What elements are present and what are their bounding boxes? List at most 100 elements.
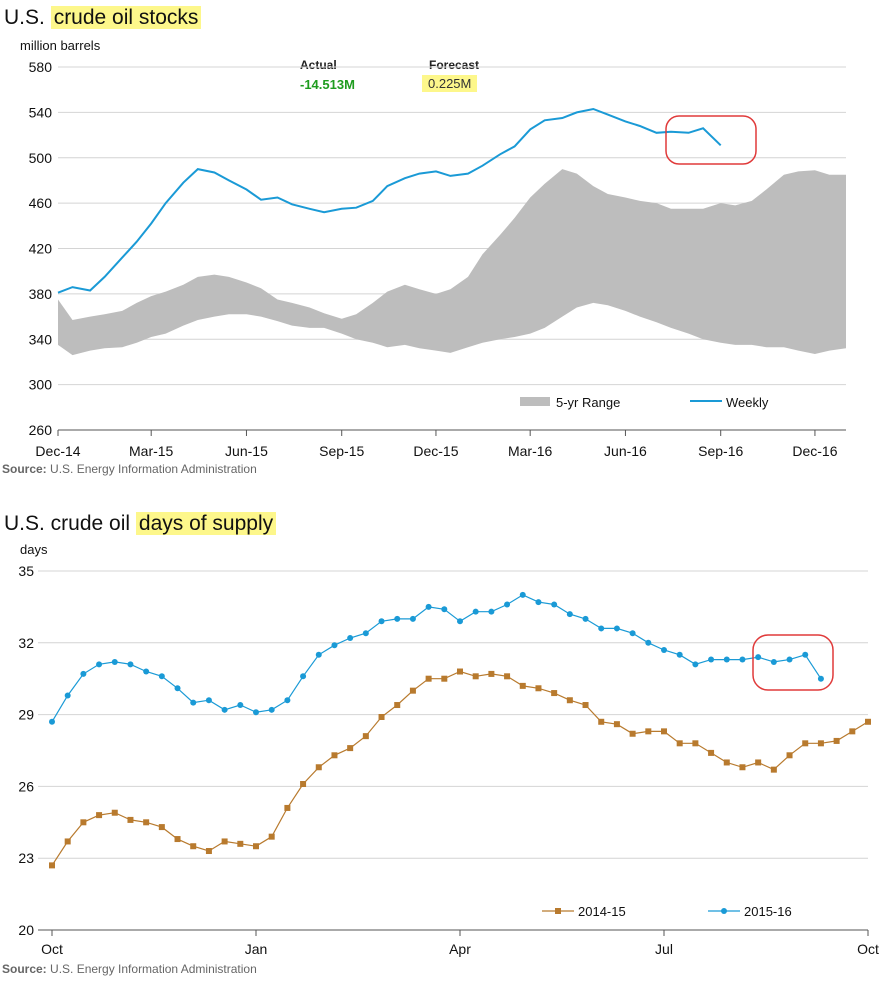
days-point-2014-15 xyxy=(284,804,291,811)
days-point-2015-16 xyxy=(817,675,824,682)
days-point-2014-15 xyxy=(770,766,777,773)
days-point-2015-16 xyxy=(676,651,683,658)
days-y-tick-label: 23 xyxy=(18,850,34,866)
days-chart-title: U.S. crude oil days of supply xyxy=(4,512,277,536)
stocks-x-tick-label: Sep-15 xyxy=(319,443,364,459)
days-point-2015-16 xyxy=(755,654,762,661)
stocks-x-tick-label: Jun-16 xyxy=(604,443,647,459)
stocks-y-tick-label: 540 xyxy=(29,104,53,120)
stocks-x-tick-label: Mar-15 xyxy=(129,443,174,459)
days-point-2015-16 xyxy=(378,618,385,625)
stocks-y-axis-unit: million barrels xyxy=(20,38,101,53)
days-source-text: U.S. Energy Information Administration xyxy=(46,962,257,976)
days-point-2014-15 xyxy=(708,749,715,756)
stocks-x-tick-label: Dec-16 xyxy=(792,443,837,459)
days-point-2014-15 xyxy=(692,740,699,747)
days-point-2014-15 xyxy=(582,702,589,709)
days-point-2015-16 xyxy=(739,656,746,663)
days-point-2014-15 xyxy=(645,728,652,735)
days-y-tick-label: 35 xyxy=(18,563,34,579)
days-y-tick-label: 26 xyxy=(18,778,34,794)
days-x-tick-label: Oct xyxy=(857,941,879,957)
stocks-chart-panel: U.S. crude oil stocks million barrels Ac… xyxy=(0,0,890,490)
stocks-source-note: Source: U.S. Energy Information Administ… xyxy=(2,462,257,476)
stocks-y-tick-label: 260 xyxy=(29,422,53,438)
days-point-2015-16 xyxy=(80,670,87,677)
stocks-title-prefix: U.S. xyxy=(4,6,51,29)
days-x-tick-label: Oct xyxy=(41,941,63,957)
days-point-2014-15 xyxy=(551,690,558,697)
days-point-2014-15 xyxy=(49,862,55,869)
days-point-2015-16 xyxy=(802,651,809,658)
days-point-2014-15 xyxy=(378,713,385,720)
legend-2015-label: 2015-16 xyxy=(744,904,792,919)
stocks-title-highlight: crude oil stocks xyxy=(50,6,202,29)
days-point-2014-15 xyxy=(676,740,683,747)
days-point-2015-16 xyxy=(300,673,307,680)
stocks-source-text: U.S. Energy Information Administration xyxy=(46,462,257,476)
stocks-x-tick-label: Dec-14 xyxy=(35,443,80,459)
days-y-tick-label: 29 xyxy=(18,707,34,723)
days-point-2014-15 xyxy=(833,737,840,744)
days-point-2015-16 xyxy=(284,697,291,704)
legend-range-swatch xyxy=(520,397,550,406)
days-title-highlight: days of supply xyxy=(135,512,277,535)
days-y-tick-label: 20 xyxy=(18,922,34,938)
stocks-y-tick-label: 580 xyxy=(29,59,53,75)
days-point-2014-15 xyxy=(613,721,620,728)
stocks-y-tick-label: 500 xyxy=(29,150,53,166)
stocks-y-tick-label: 300 xyxy=(29,377,53,393)
days-point-2015-16 xyxy=(409,615,416,622)
days-point-2014-15 xyxy=(174,836,181,843)
kpi-actual-label: Actual xyxy=(300,58,337,72)
days-point-2015-16 xyxy=(174,685,181,692)
legend-2015-swatch-marker xyxy=(721,908,727,914)
days-point-2015-16 xyxy=(158,673,165,680)
days-point-2014-15 xyxy=(362,733,369,740)
stocks-y-tick-label: 380 xyxy=(29,286,53,302)
days-point-2014-15 xyxy=(817,740,824,747)
days-point-2014-15 xyxy=(598,718,605,725)
weekly-stocks-line xyxy=(57,107,722,294)
kpi-forecast-label: Forecast xyxy=(429,58,480,72)
days-point-2014-15 xyxy=(425,675,432,682)
days-point-2015-16 xyxy=(64,692,71,699)
days-point-2015-16 xyxy=(472,608,479,615)
days-x-tick-label: Apr xyxy=(449,941,471,957)
days-point-2014-15 xyxy=(629,730,636,737)
days-point-2014-15 xyxy=(221,838,228,845)
days-point-2014-15 xyxy=(253,843,259,850)
days-point-2014-15 xyxy=(786,752,793,759)
days-point-2014-15 xyxy=(96,812,103,819)
days-point-2014-15 xyxy=(409,687,416,694)
days-point-2015-16 xyxy=(582,615,589,622)
days-source-note: Source: U.S. Energy Information Administ… xyxy=(2,962,257,976)
legend-weekly-label: Weekly xyxy=(726,395,769,410)
days-point-2014-15 xyxy=(64,838,71,845)
days-point-2014-15 xyxy=(315,764,322,771)
stocks-x-tick-label: Dec-15 xyxy=(413,443,458,459)
days-point-2015-16 xyxy=(111,658,118,665)
legend-range-label: 5-yr Range xyxy=(556,395,620,410)
stocks-x-tick-label: Mar-16 xyxy=(508,443,553,459)
days-point-2014-15 xyxy=(488,670,495,677)
days-point-2014-15 xyxy=(472,673,479,680)
days-source-label: Source: xyxy=(2,962,47,976)
days-point-2014-15 xyxy=(739,764,746,771)
days-point-2015-16 xyxy=(96,661,103,668)
days-point-2014-15 xyxy=(535,685,542,692)
days-point-2015-16 xyxy=(49,718,55,725)
days-point-2014-15 xyxy=(205,848,212,855)
days-y-axis-unit: days xyxy=(20,542,48,557)
days-point-2014-15 xyxy=(300,781,307,788)
stocks-chart-svg: 260 300 340 380 420 460 500 540 580 Dec-14 Mar-15 J… xyxy=(29,59,846,459)
stocks-highlight-circle xyxy=(665,115,757,165)
days-point-2015-16 xyxy=(143,668,150,675)
days-point-2015-16 xyxy=(692,661,699,668)
legend-2014-label: 2014-15 xyxy=(578,904,626,919)
days-point-2015-16 xyxy=(645,639,652,646)
days-point-2015-16 xyxy=(598,625,605,632)
days-point-2014-15 xyxy=(723,759,730,766)
days-point-2015-16 xyxy=(723,656,730,663)
days-point-2015-16 xyxy=(661,646,667,653)
